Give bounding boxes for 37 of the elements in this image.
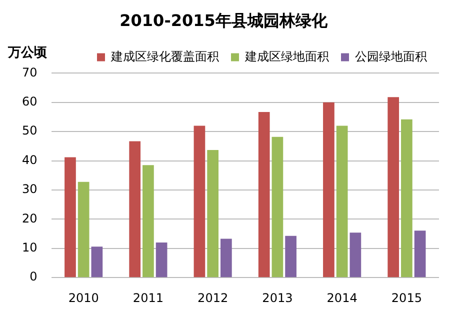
chart-title: 2010-2015年县城园林绿化	[120, 10, 328, 30]
bar	[388, 97, 400, 278]
bar	[142, 165, 154, 278]
bar	[350, 232, 362, 278]
bar	[285, 236, 296, 278]
x-tick-label: 2012	[198, 290, 228, 305]
bar	[207, 150, 218, 278]
bar	[91, 246, 103, 278]
bar	[194, 126, 206, 278]
x-tick-label: 2015	[391, 290, 422, 305]
bar	[414, 230, 426, 278]
legend-label: 公园绿地面积	[355, 49, 427, 64]
y-tick-label: 20	[22, 211, 38, 226]
y-tick-label: 50	[22, 124, 38, 138]
y-tick-label: 10	[22, 240, 38, 255]
bar	[258, 112, 270, 278]
bar	[64, 157, 76, 278]
y-tick-label: 60	[22, 94, 38, 109]
bar	[272, 136, 284, 278]
legend-label: 建成区绿地面积	[244, 49, 329, 64]
legend-label: 建成区绿化覆盖面积	[110, 49, 219, 64]
x-tick-label: 2010	[68, 290, 99, 305]
bar	[156, 242, 168, 278]
bar	[401, 119, 412, 278]
y-tick-label: 30	[22, 182, 38, 196]
y-tick-label: 40	[22, 152, 38, 167]
x-tick-label: 2014	[326, 290, 358, 305]
x-tick-label: 2011	[132, 290, 164, 305]
x-tick-label: 2013	[262, 290, 293, 305]
bar	[78, 182, 90, 278]
bar	[336, 126, 348, 278]
bar	[220, 238, 232, 278]
bar	[323, 102, 334, 278]
bar	[129, 141, 141, 278]
y-axis-title: 万公顷	[7, 46, 48, 61]
y-tick-label: 0	[30, 270, 38, 284]
y-tick-label: 70	[22, 65, 38, 80]
